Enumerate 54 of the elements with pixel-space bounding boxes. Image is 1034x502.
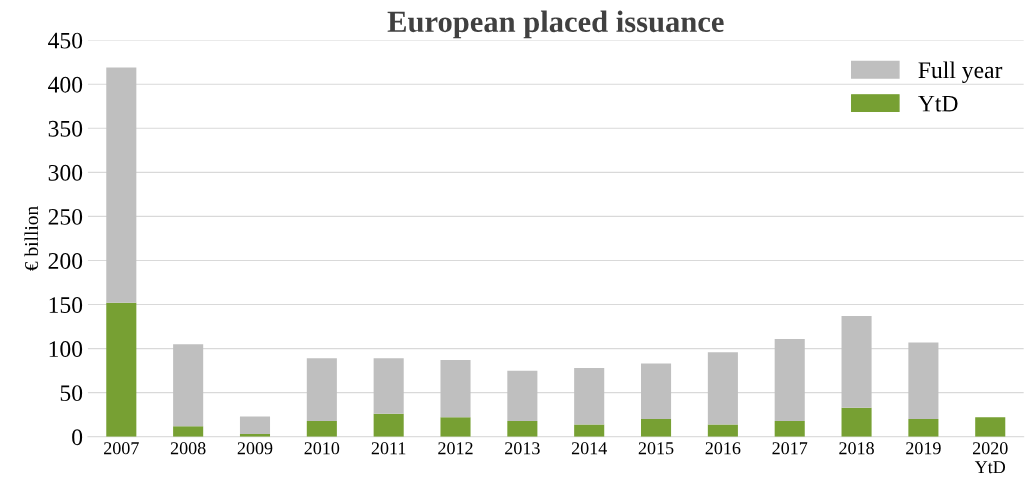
bar <box>707 424 738 437</box>
bar <box>975 417 1006 437</box>
y-tick-label: 200 <box>48 252 83 269</box>
y-tick-label: 350 <box>48 120 83 137</box>
bar <box>373 413 404 437</box>
x-tick-label: 2020 YtD <box>972 442 1008 474</box>
bar <box>574 424 605 437</box>
bar <box>507 370 538 421</box>
bar <box>373 358 404 414</box>
bar <box>507 420 538 437</box>
x-tick-label: 2009 <box>237 442 273 455</box>
x-tick-label: 2008 <box>170 442 206 455</box>
bar <box>641 363 672 420</box>
x-tick-label: 2019 <box>906 442 941 455</box>
bar <box>440 417 471 437</box>
y-tick-label: 250 <box>48 208 83 225</box>
x-tick-label: 2018 <box>839 442 874 455</box>
x-tick-label: 2016 <box>705 442 741 455</box>
bar <box>173 344 204 427</box>
bar <box>440 360 471 418</box>
bar <box>908 419 939 437</box>
bar <box>641 419 672 437</box>
bar <box>841 407 872 437</box>
bar <box>908 342 939 420</box>
x-tick-label: 2015 <box>638 442 674 455</box>
y-tick-label: 100 <box>49 341 83 358</box>
bar <box>306 420 337 437</box>
x-tick-label: 2014 <box>571 442 607 455</box>
bar <box>239 416 271 435</box>
bar <box>106 67 137 303</box>
bar <box>173 426 204 437</box>
bar <box>306 358 337 421</box>
y-axis-title: € billion <box>24 206 39 271</box>
x-tick-label: 2013 <box>505 442 540 455</box>
x-tick-label: 2007 <box>104 442 139 455</box>
bar <box>574 368 605 425</box>
bar <box>774 338 805 421</box>
chart-title: European placed issuance <box>387 10 724 39</box>
legend-label: Full year <box>918 61 1003 84</box>
bar <box>707 352 738 425</box>
bar <box>774 420 805 437</box>
x-tick-label: 2012 <box>438 442 473 455</box>
y-tick-label: 150 <box>49 297 83 313</box>
x-tick-label: 2010 <box>304 442 340 455</box>
y-tick-label: 400 <box>48 76 83 93</box>
x-tick-label: 2011 <box>371 442 406 455</box>
y-tick-label: 0 <box>72 429 83 446</box>
bar <box>106 302 137 437</box>
x-tick-label: 2017 <box>772 442 808 455</box>
bar <box>841 316 872 408</box>
y-tick-label: 300 <box>48 164 83 181</box>
legend-label: YtD <box>918 95 958 112</box>
y-tick-label: 50 <box>60 385 83 402</box>
y-tick-label: 450 <box>48 32 83 49</box>
